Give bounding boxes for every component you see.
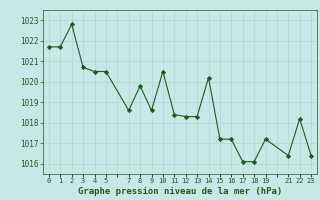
X-axis label: Graphe pression niveau de la mer (hPa): Graphe pression niveau de la mer (hPa) — [78, 187, 282, 196]
